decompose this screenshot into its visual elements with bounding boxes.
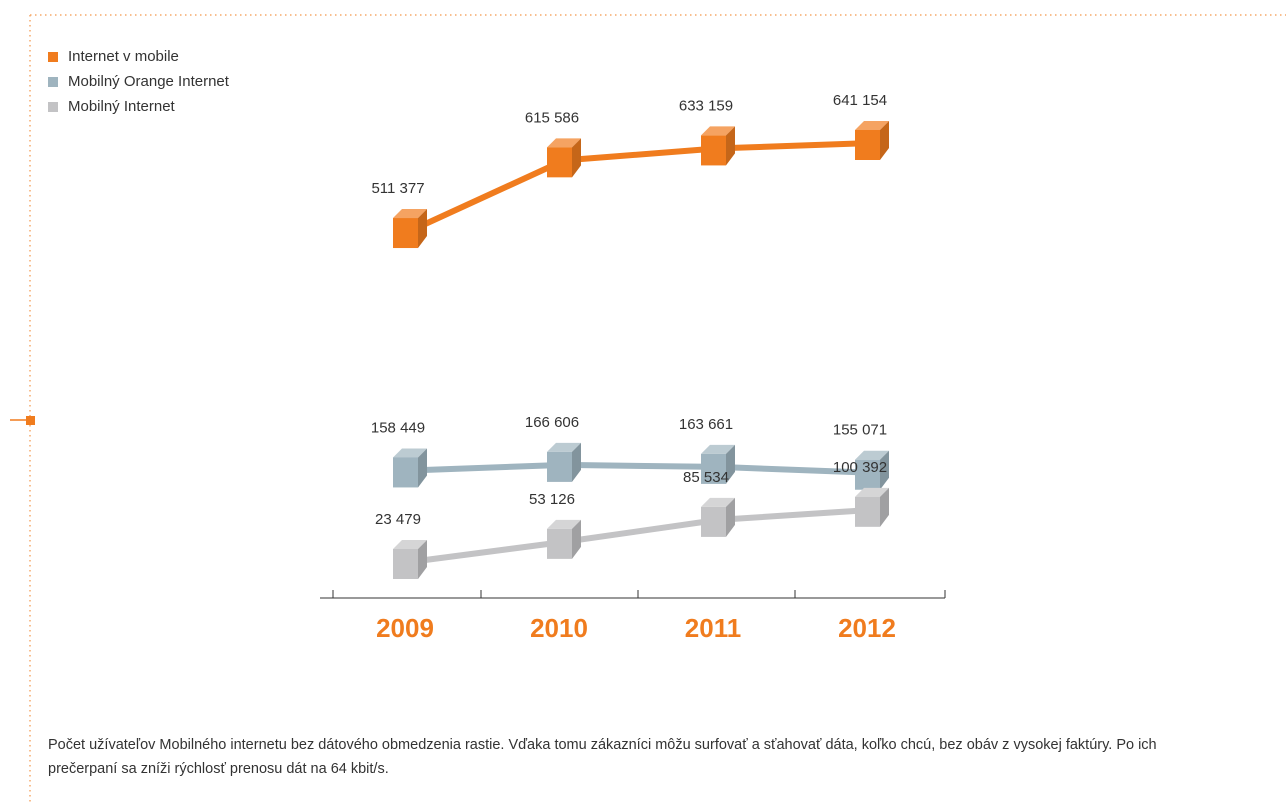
legend-swatch [48, 52, 58, 62]
cube-face [701, 126, 735, 136]
data-label: 166 606 [525, 414, 579, 431]
data-label: 158 449 [371, 419, 425, 436]
cube-face [547, 138, 581, 148]
cube-face [726, 497, 735, 537]
cube-face [701, 444, 735, 454]
cube-face [547, 451, 572, 482]
data-label: 155 071 [833, 422, 887, 439]
data-label: 85 534 [683, 469, 729, 486]
cube-face [547, 528, 572, 559]
cube-face [726, 126, 735, 166]
cube-marker [393, 540, 427, 579]
x-tick-label: 2010 [530, 613, 588, 643]
data-label: 163 661 [679, 416, 733, 433]
cube-face [393, 448, 427, 458]
note: Počet užívateľov Mobilného internetu bez… [48, 737, 1157, 777]
cube-face [855, 450, 889, 460]
cube-face [572, 138, 581, 178]
cube-face [393, 549, 418, 579]
connector-node [26, 416, 35, 425]
legend-swatch [48, 77, 58, 87]
cube-marker [855, 487, 889, 527]
data-label: 615 586 [525, 109, 579, 126]
cube-face [726, 444, 735, 484]
cube-marker [547, 519, 581, 559]
data-label: 641 154 [833, 92, 887, 109]
cube-face [701, 135, 726, 166]
cube-face [572, 519, 581, 559]
cube-face [418, 448, 427, 488]
x-tick-label: 2012 [838, 613, 896, 643]
legend-label: Mobilný Internet [68, 98, 176, 115]
cube-face [547, 147, 572, 178]
series-line [408, 140, 873, 234]
x-tick-label: 2011 [685, 613, 741, 643]
cube-marker [855, 450, 889, 490]
cube-face [572, 442, 581, 482]
legend-label: Internet v mobile [68, 48, 179, 65]
cube-face [418, 209, 427, 249]
cube-face [547, 442, 581, 452]
cube-face [880, 121, 889, 160]
data-label: 100 392 [833, 459, 887, 476]
data-label: 23 479 [375, 511, 421, 528]
cube-face [855, 121, 889, 130]
cube-marker [393, 448, 427, 488]
cube-face [547, 519, 581, 529]
cube-marker [547, 442, 581, 482]
cube-face [393, 457, 418, 488]
cube-face [880, 487, 889, 527]
series-line [409, 461, 873, 476]
cube-face [393, 209, 427, 219]
cube-face [855, 130, 880, 160]
cube-face [393, 218, 418, 249]
cube-face [855, 459, 880, 490]
cube-face [855, 487, 889, 497]
cube-marker [393, 209, 427, 249]
cube-face [855, 496, 880, 527]
cube-marker [701, 497, 735, 537]
cube-face [701, 497, 735, 507]
cube-face [418, 540, 427, 579]
cube-marker [547, 138, 581, 178]
cube-face [880, 450, 889, 490]
cube-marker [855, 121, 889, 160]
legend-label: Mobilný Orange Internet [68, 73, 230, 90]
data-label: 53 126 [529, 491, 575, 508]
data-label: 511 377 [371, 180, 424, 197]
cube-face [393, 540, 427, 549]
legend-swatch [48, 102, 58, 112]
cube-marker [701, 444, 735, 484]
series-line [409, 506, 873, 565]
cube-face [701, 453, 726, 484]
cube-marker [701, 126, 735, 166]
cube-face [701, 506, 726, 537]
data-label: 633 159 [679, 97, 733, 114]
x-tick-label: 2009 [376, 613, 434, 643]
